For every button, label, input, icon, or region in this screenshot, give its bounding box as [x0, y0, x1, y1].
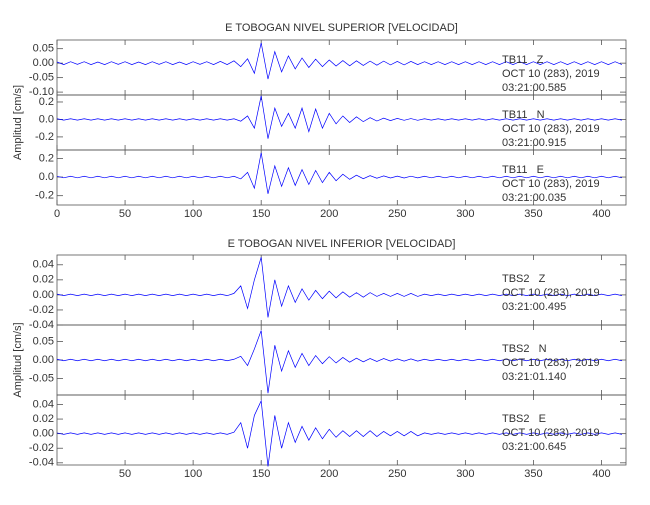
y-tick-label: 0.04 — [33, 259, 54, 271]
y-tick-label: -0.2 — [35, 131, 54, 143]
y-tick-label: -0.2 — [35, 190, 54, 202]
trace-name: TB11 N — [502, 109, 545, 121]
waveform — [56, 257, 622, 318]
y-tick-label: 0.00 — [33, 428, 54, 440]
x-tick-label: 150 — [252, 208, 270, 220]
trace-date: OCT 10 (283), 2019 — [502, 427, 600, 439]
x-tick-label: 50 — [119, 468, 131, 480]
waveform — [56, 95, 622, 139]
x-tick-label: 100 — [184, 208, 202, 220]
x-tick-label: 250 — [388, 208, 406, 220]
waveform — [56, 330, 622, 394]
trace-date: OCT 10 (283), 2019 — [502, 123, 600, 135]
y-tick-label: 0.2 — [39, 96, 54, 108]
y-tick-label: -0.04 — [29, 319, 54, 331]
x-tick-label: 0 — [54, 208, 60, 220]
trace-time: 03:21:01.140 — [502, 371, 566, 383]
panel-frame — [56, 394, 627, 466]
x-tick-label: 350 — [524, 208, 542, 220]
chart-title: E TOBOGAN NIVEL SUPERIOR [VELOCIDAD] — [225, 22, 458, 34]
x-tick-label: 100 — [184, 468, 202, 480]
y-tick-label: 0.2 — [39, 152, 54, 164]
panel-frame — [56, 149, 627, 206]
trace-time: 03:21:00.495 — [502, 301, 566, 313]
x-tick-label: 250 — [388, 468, 406, 480]
trace-name: TBS2 N — [502, 343, 547, 355]
x-tick-label: 300 — [456, 208, 474, 220]
y-tick-label: -0.02 — [29, 442, 54, 454]
x-tick-label: 350 — [524, 468, 542, 480]
trace-time: 03:21:00.035 — [502, 192, 566, 204]
y-tick-label: 0.02 — [33, 413, 54, 425]
trace-name: TB11 Z — [502, 54, 544, 66]
trace-date: OCT 10 (283), 2019 — [502, 68, 600, 80]
x-tick-label: 150 — [252, 468, 270, 480]
y-tick-label: 0.00 — [33, 57, 54, 69]
y-tick-label: 0.0 — [39, 113, 54, 125]
y-tick-label: 0.00 — [33, 354, 54, 366]
y-tick-label: -0.04 — [29, 457, 54, 469]
trace-time: 03:21:00.915 — [502, 137, 566, 149]
waveform — [56, 42, 623, 80]
trace-name: TB11 E — [502, 164, 544, 176]
x-tick-label: 200 — [320, 208, 338, 220]
waveform — [56, 152, 622, 194]
y-tick-label: 0.04 — [33, 398, 54, 410]
x-tick-label: 400 — [592, 468, 610, 480]
y-axis-label: Amplitud [cm/s] — [12, 85, 24, 160]
y-tick-label: 0.05 — [33, 43, 54, 55]
trace-date: OCT 10 (283), 2019 — [502, 287, 600, 299]
trace-time: 03:21:00.585 — [502, 82, 566, 94]
x-tick-label: 200 — [320, 468, 338, 480]
x-tick-label: 300 — [456, 468, 474, 480]
x-tick-label: 400 — [592, 208, 610, 220]
waveform — [56, 399, 622, 467]
y-tick-label: 0.05 — [33, 335, 54, 347]
y-tick-label: -0.05 — [29, 372, 54, 384]
y-tick-label: -0.05 — [29, 72, 54, 84]
trace-name: TBS2 E — [502, 413, 546, 425]
x-tick-label: 50 — [119, 208, 131, 220]
chart-title: E TOBOGAN NIVEL INFERIOR [VELOCIDAD] — [228, 238, 456, 250]
y-tick-label: 0.02 — [33, 274, 54, 286]
y-tick-label: 0.0 — [39, 171, 54, 183]
y-tick-label: -0.02 — [29, 304, 54, 316]
trace-date: OCT 10 (283), 2019 — [502, 357, 600, 369]
y-tick-label: -0.10 — [29, 86, 54, 98]
trace-date: OCT 10 (283), 2019 — [502, 178, 600, 190]
trace-time: 03:21:00.645 — [502, 441, 566, 453]
y-tick-label: 0.00 — [33, 289, 54, 301]
trace-name: TBS2 Z — [502, 273, 546, 285]
y-axis-label: Amplitud [cm/s] — [12, 322, 24, 397]
